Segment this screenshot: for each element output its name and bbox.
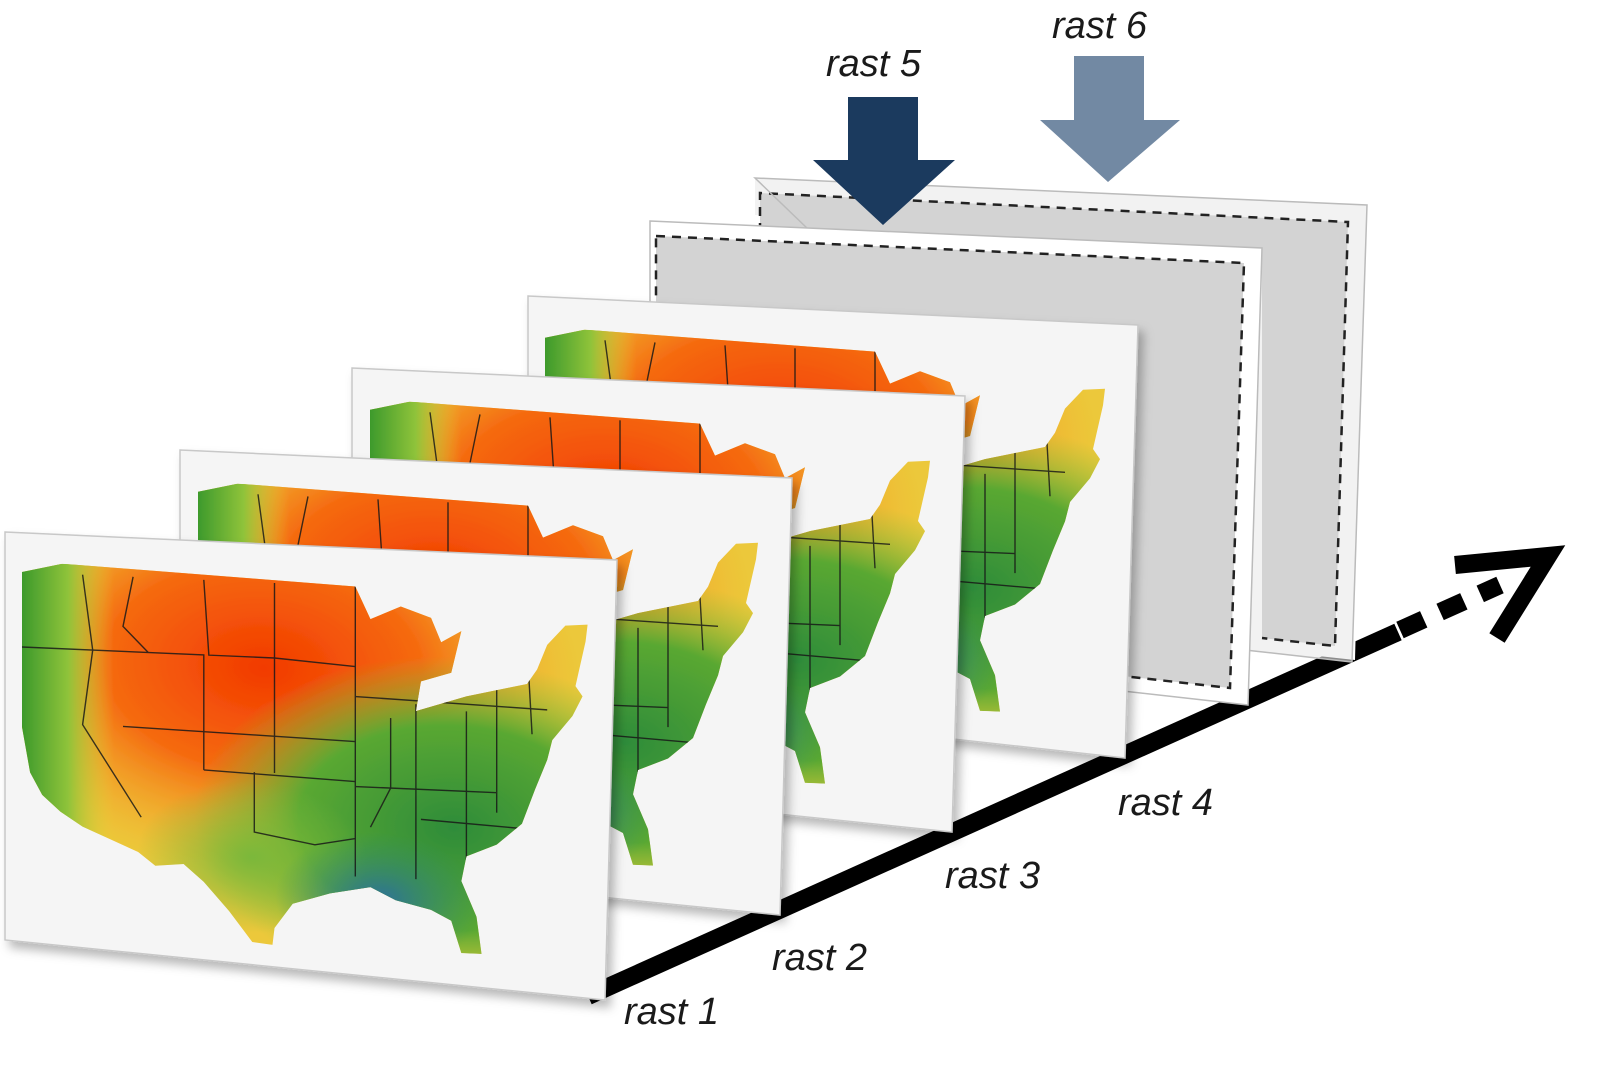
label-rast5: rast 5 <box>826 43 922 85</box>
down-arrow-rast5-icon <box>813 97 955 225</box>
label-rast3: rast 3 <box>945 855 1040 897</box>
time-axis-line <box>584 623 1402 1005</box>
time-axis-arrowhead-icon <box>1454 545 1566 643</box>
panel-rast1 <box>4 531 618 1001</box>
label-rast1: rast 1 <box>624 991 719 1033</box>
label-rast6: rast 6 <box>1052 5 1148 47</box>
time-axis-dashes <box>1396 576 1504 639</box>
label-rast4: rast 4 <box>1118 782 1213 824</box>
time-axis <box>584 545 1566 1005</box>
label-rast2: rast 2 <box>772 937 867 979</box>
down-arrow-rast6-icon <box>1040 56 1180 182</box>
placeholder-rast6 <box>760 193 1348 646</box>
